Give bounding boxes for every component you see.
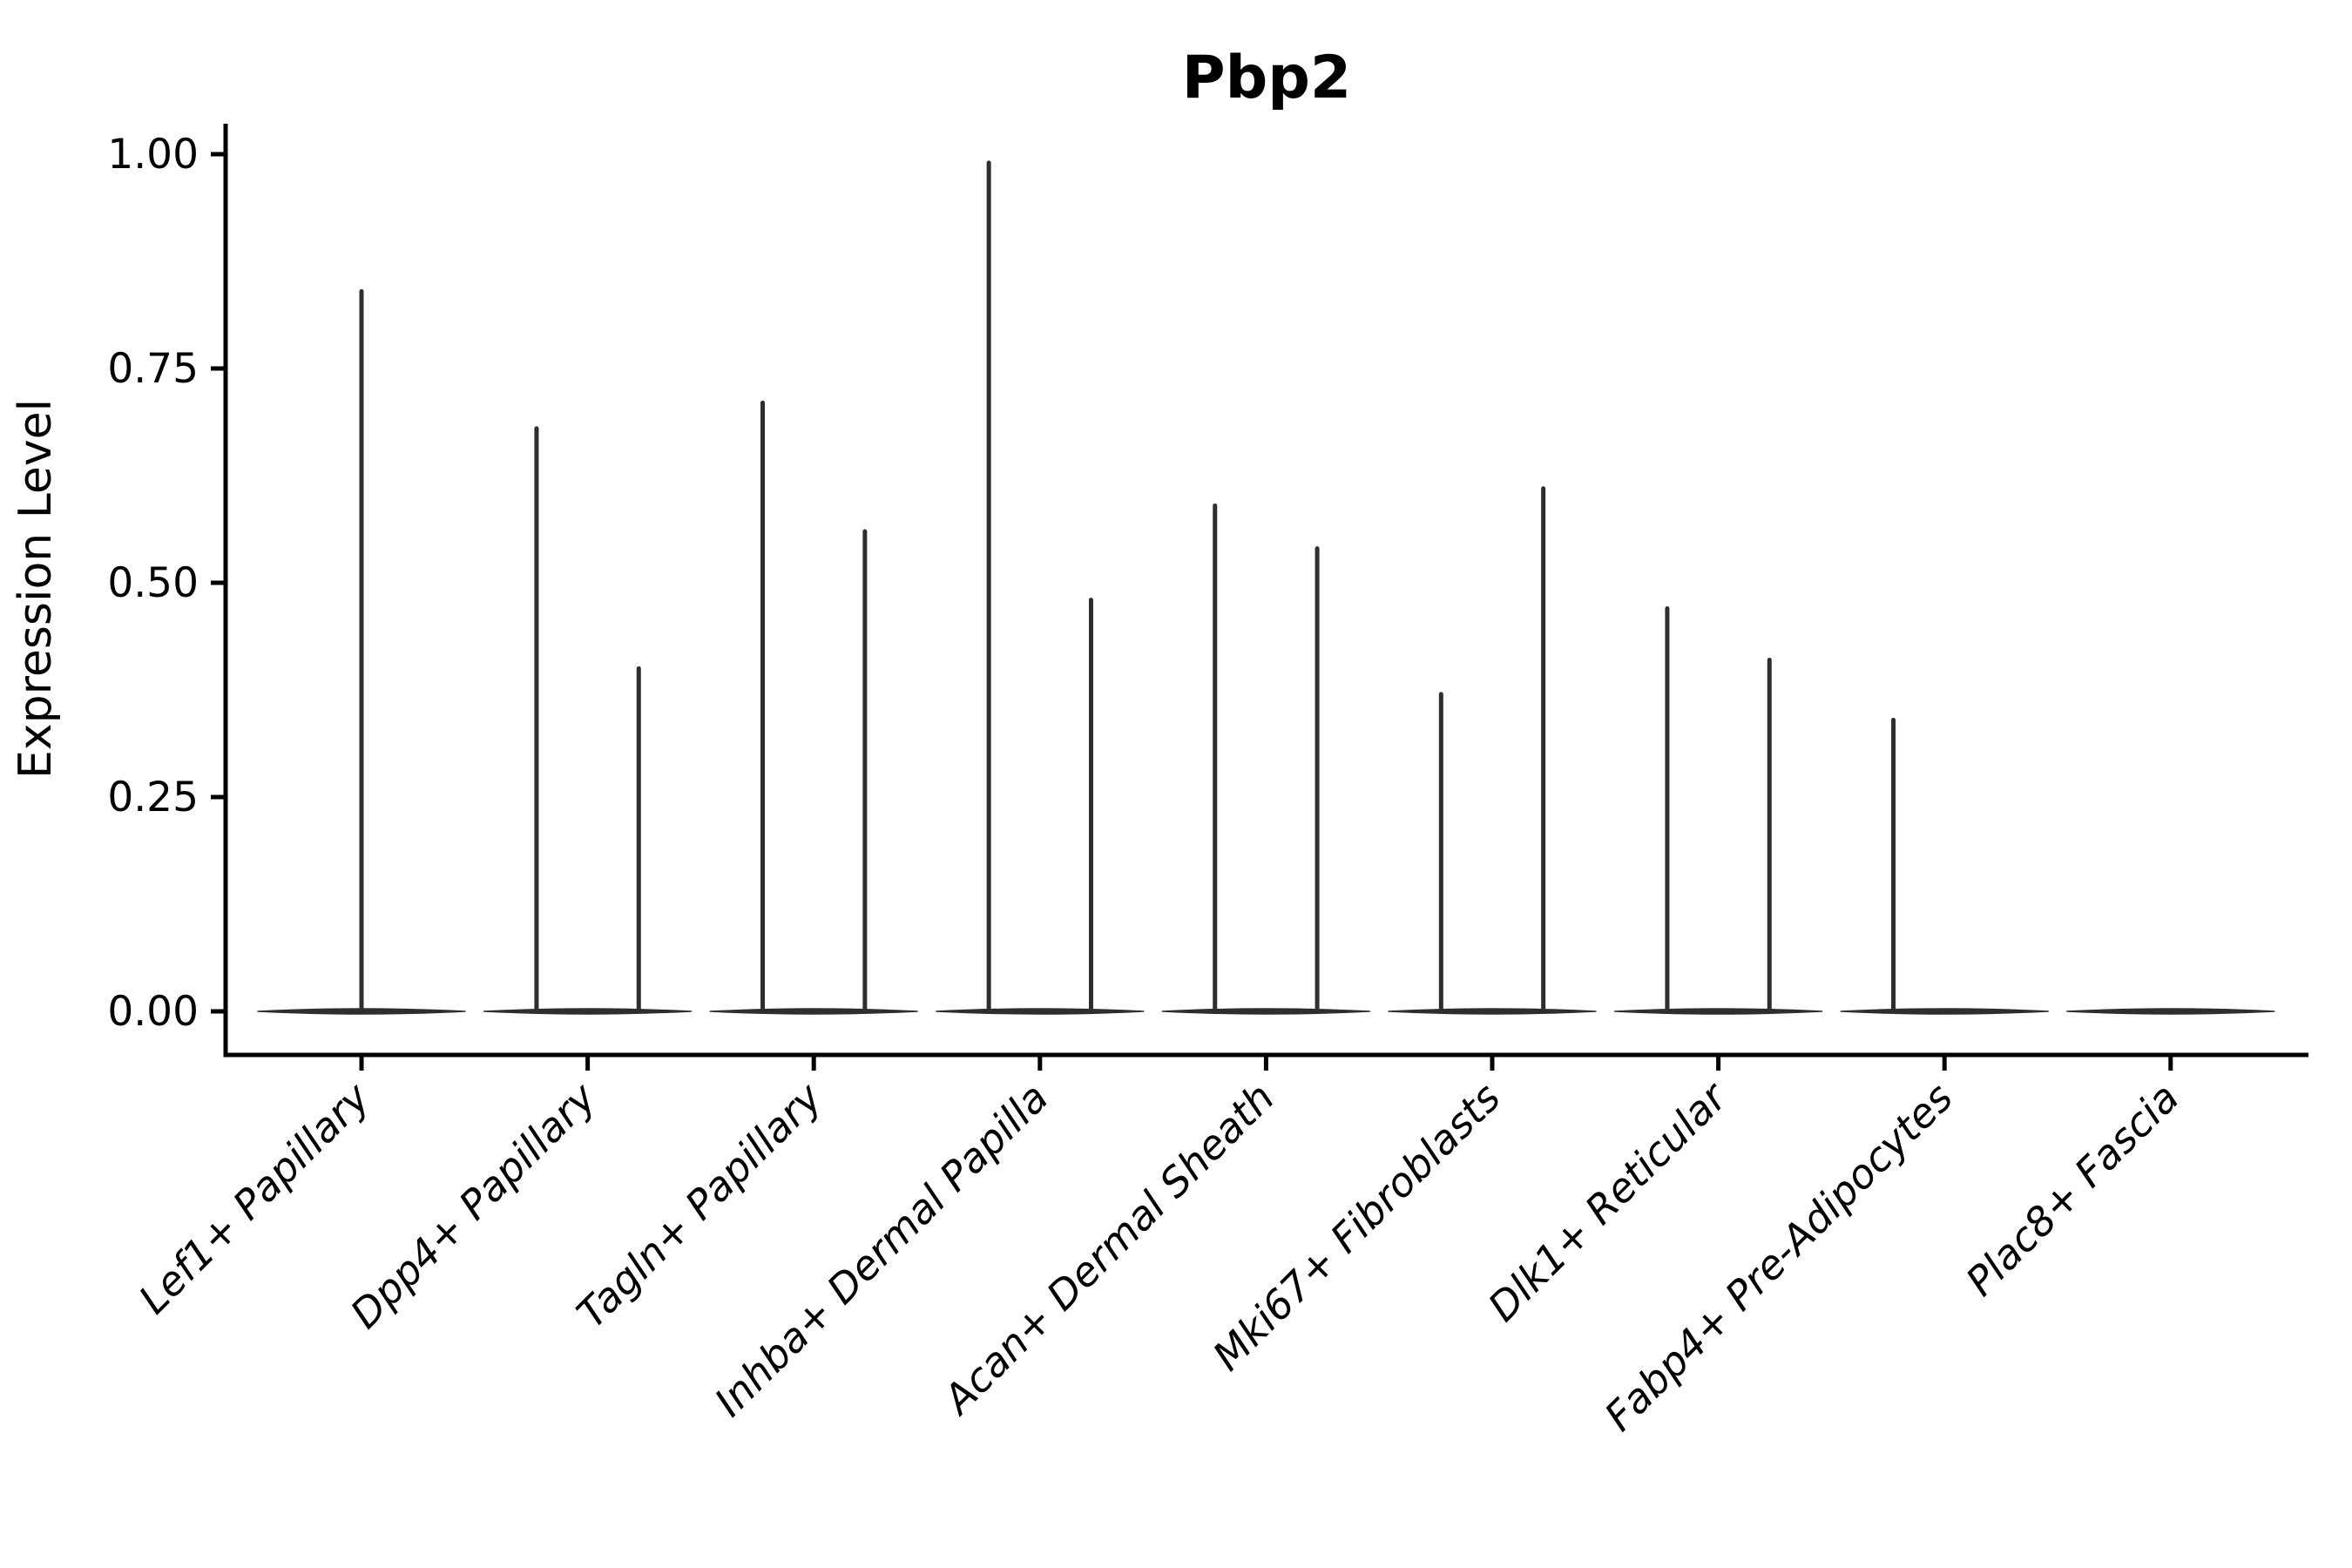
y-tick-label: 0.00 [107,988,199,1036]
violin-base [483,1008,693,1015]
x-tick-label: Tagln+ Papillary [568,1073,832,1337]
violin-base [709,1008,918,1015]
x-tick-label: Plac8+ Fascia [1957,1074,2187,1305]
violin-base [936,1008,1145,1015]
y-tick-label: 0.75 [107,345,199,393]
x-tick-label: Dpp4+ Papillary [341,1073,605,1337]
violins-layer [257,160,2275,1015]
y-tick-label: 1.00 [107,131,199,179]
x-tick-label: Lef1+ Papillary [130,1073,379,1322]
violin-base [1840,1008,2049,1015]
y-tick-label: 0.25 [107,774,199,821]
y-tick-label: 0.50 [107,559,199,607]
x-tick-label: Dlk1+ Reticular [1479,1071,1738,1330]
violin-base [1161,1008,1371,1015]
violin-base [2066,1008,2275,1015]
violin-base [1613,1008,1823,1015]
y-axis-title: Expression Level [10,399,62,779]
y-ticks-layer: 0.00 0.25 0.50 0.75 1.00 [107,131,226,1036]
violin-base [1388,1008,1597,1015]
chart-title: Pbp2 [1182,44,1352,112]
